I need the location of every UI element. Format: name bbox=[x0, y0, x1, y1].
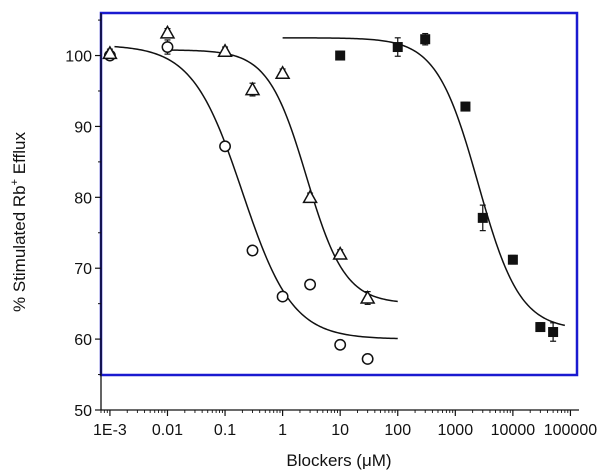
x-tick-label: 1E-3 bbox=[93, 422, 127, 439]
circle-marker bbox=[161, 41, 174, 53]
x-tick-label: 0.1 bbox=[214, 422, 236, 439]
triangle-marker bbox=[274, 65, 291, 80]
y-tick-label: 80 bbox=[74, 190, 92, 207]
x-tick-label: 100000 bbox=[544, 422, 597, 439]
fit-curve-square bbox=[282, 37, 566, 327]
y-tick-label: 60 bbox=[74, 332, 92, 349]
x-tick-label: 100 bbox=[384, 422, 411, 439]
x-tick-label: 10000 bbox=[491, 422, 536, 439]
square-marker bbox=[507, 254, 518, 265]
circle-marker bbox=[304, 278, 317, 291]
square-marker bbox=[420, 34, 431, 45]
square-marker bbox=[335, 50, 346, 61]
triangle-marker bbox=[359, 289, 376, 304]
square-marker bbox=[392, 42, 403, 53]
y-axis-title: % Stimulated Rb+ Efflux bbox=[9, 132, 29, 312]
y-tick-label: 50 bbox=[74, 403, 92, 420]
circle-marker bbox=[276, 290, 289, 303]
y-tick-label: 90 bbox=[74, 119, 92, 136]
x-tick-label: 0.01 bbox=[152, 422, 183, 439]
fit-curve-triangle bbox=[167, 49, 398, 303]
triangle-marker bbox=[302, 189, 318, 204]
square-marker bbox=[535, 322, 546, 333]
x-tick-label: 10 bbox=[331, 422, 349, 439]
y-tick-label: 100 bbox=[65, 49, 92, 66]
circle-marker bbox=[219, 140, 231, 153]
tick-labels: 50 60 70 80 90 100 1E-3 0.01 0.1 1 10 100 1000 10000 1… bbox=[65, 49, 597, 439]
x-tick-label: 1 bbox=[278, 422, 287, 439]
square-marker bbox=[548, 327, 559, 338]
x-tick-label: 1000 bbox=[438, 422, 474, 439]
axes bbox=[95, 13, 579, 416]
circle-marker bbox=[361, 353, 374, 365]
circle-marker bbox=[246, 244, 259, 257]
y-tick-label: 70 bbox=[74, 261, 92, 278]
triangle-marker bbox=[102, 45, 118, 60]
square-marker bbox=[477, 212, 488, 223]
triangle-marker bbox=[332, 246, 348, 260]
x-axis-title: Blockers (μM) bbox=[286, 451, 391, 470]
fit-curve-circle bbox=[114, 45, 398, 340]
triangle-marker bbox=[159, 24, 176, 39]
circle-marker bbox=[334, 338, 347, 351]
triangle-marker bbox=[244, 81, 261, 96]
plot-frame bbox=[99, 11, 579, 377]
square-marker bbox=[460, 101, 471, 112]
fit-curves bbox=[114, 37, 566, 340]
triangle-marker bbox=[217, 43, 233, 58]
data-markers bbox=[102, 24, 559, 365]
